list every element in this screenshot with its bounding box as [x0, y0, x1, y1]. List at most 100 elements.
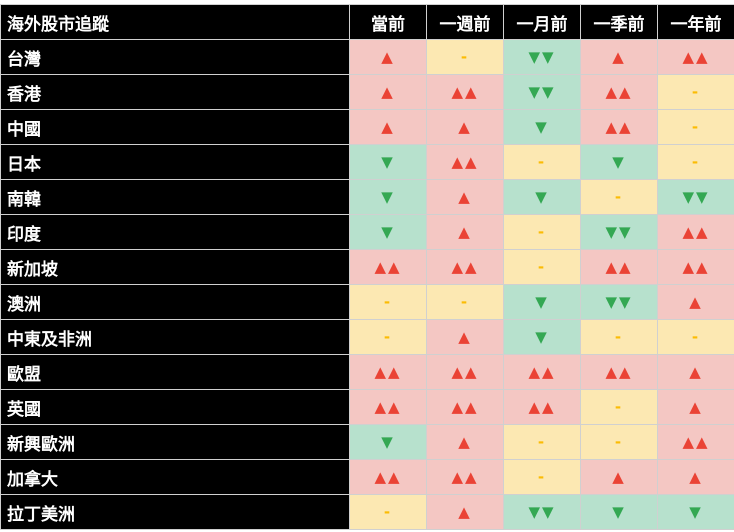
market-label: 澳洲 — [1, 285, 350, 320]
column-header-current: 當前 — [350, 5, 427, 40]
trend-up-icon: ▲▲ — [427, 390, 504, 425]
trend-up-icon: ▲▲ — [427, 355, 504, 390]
trend-up-icon: ▲ — [427, 110, 504, 145]
trend-up-icon: ▲▲ — [658, 250, 734, 285]
trend-up-icon: ▲▲ — [658, 40, 734, 75]
trend-down-icon: ▼▼ — [504, 495, 581, 530]
trend-flat-icon: - — [350, 320, 427, 355]
market-label: 印度 — [1, 215, 350, 250]
trend-flat-icon: - — [350, 285, 427, 320]
trend-up-icon: ▲ — [658, 355, 734, 390]
trend-flat-icon: - — [658, 320, 734, 355]
trend-down-icon: ▼ — [581, 145, 658, 180]
trend-down-icon: ▼ — [504, 180, 581, 215]
table-row: 新加坡▲▲▲▲-▲▲▲▲ — [1, 250, 734, 285]
trend-up-icon: ▲▲ — [504, 355, 581, 390]
trend-up-icon: ▲▲ — [427, 75, 504, 110]
market-label: 中國 — [1, 110, 350, 145]
trend-flat-icon: - — [504, 460, 581, 495]
market-label: 英國 — [1, 390, 350, 425]
table-row: 加拿大▲▲▲▲-▲▲ — [1, 460, 734, 495]
market-label: 新興歐洲 — [1, 425, 350, 460]
trend-up-icon: ▲ — [658, 390, 734, 425]
market-label: 新加坡 — [1, 250, 350, 285]
trend-down-icon: ▼▼ — [504, 40, 581, 75]
table-row: 日本▼▲▲-▼- — [1, 145, 734, 180]
trend-up-icon: ▲ — [427, 320, 504, 355]
trend-flat-icon: - — [350, 495, 427, 530]
market-label: 日本 — [1, 145, 350, 180]
market-label: 南韓 — [1, 180, 350, 215]
trend-up-icon: ▲▲ — [427, 460, 504, 495]
market-label: 歐盟 — [1, 355, 350, 390]
trend-up-icon: ▲▲ — [658, 425, 734, 460]
trend-down-icon: ▼ — [504, 110, 581, 145]
trend-up-icon: ▲ — [658, 285, 734, 320]
trend-up-icon: ▲▲ — [427, 250, 504, 285]
market-label: 加拿大 — [1, 460, 350, 495]
market-label: 中東及非洲 — [1, 320, 350, 355]
header-row: 海外股市追蹤 當前 一週前 一月前 一季前 一年前 — [1, 5, 734, 40]
table-row: 南韓▼▲▼-▼▼ — [1, 180, 734, 215]
table-row: 拉丁美洲-▲▼▼▼▼ — [1, 495, 734, 530]
trend-flat-icon: - — [581, 180, 658, 215]
trend-up-icon: ▲ — [350, 75, 427, 110]
trend-flat-icon: - — [504, 145, 581, 180]
table-row: 澳洲--▼▼▼▲ — [1, 285, 734, 320]
trend-up-icon: ▲▲ — [581, 250, 658, 285]
table-row: 歐盟▲▲▲▲▲▲▲▲▲ — [1, 355, 734, 390]
trend-up-icon: ▲ — [581, 40, 658, 75]
trend-flat-icon: - — [504, 425, 581, 460]
trend-up-icon: ▲ — [427, 495, 504, 530]
market-label: 拉丁美洲 — [1, 495, 350, 530]
table-row: 中東及非洲-▲▼-- — [1, 320, 734, 355]
table-row: 台灣▲-▼▼▲▲▲ — [1, 40, 734, 75]
trend-up-icon: ▲▲ — [658, 215, 734, 250]
trend-down-icon: ▼ — [350, 215, 427, 250]
trend-up-icon: ▲▲ — [504, 390, 581, 425]
trend-up-icon: ▲ — [427, 215, 504, 250]
column-header-week: 一週前 — [427, 5, 504, 40]
trend-down-icon: ▼ — [350, 145, 427, 180]
trend-up-icon: ▲▲ — [350, 355, 427, 390]
table-row: 香港▲▲▲▼▼▲▲- — [1, 75, 734, 110]
table-row: 印度▼▲-▼▼▲▲ — [1, 215, 734, 250]
trend-up-icon: ▲▲ — [350, 390, 427, 425]
trend-up-icon: ▲ — [658, 460, 734, 495]
market-tracker-table: 海外股市追蹤 當前 一週前 一月前 一季前 一年前 台灣▲-▼▼▲▲▲香港▲▲▲… — [0, 4, 734, 530]
trend-flat-icon: - — [504, 250, 581, 285]
trend-flat-icon: - — [658, 110, 734, 145]
trend-down-icon: ▼ — [504, 285, 581, 320]
trend-down-icon: ▼▼ — [581, 215, 658, 250]
trend-up-icon: ▲▲ — [581, 75, 658, 110]
trend-flat-icon: - — [658, 145, 734, 180]
trend-up-icon: ▲ — [427, 180, 504, 215]
trend-flat-icon: - — [504, 215, 581, 250]
trend-down-icon: ▼ — [658, 495, 734, 530]
trend-flat-icon: - — [427, 40, 504, 75]
column-header-quarter: 一季前 — [581, 5, 658, 40]
trend-up-icon: ▲▲ — [427, 145, 504, 180]
trend-up-icon: ▲▲ — [350, 250, 427, 285]
trend-flat-icon: - — [581, 425, 658, 460]
trend-down-icon: ▼ — [350, 425, 427, 460]
trend-up-icon: ▲ — [427, 425, 504, 460]
trend-down-icon: ▼ — [504, 320, 581, 355]
trend-down-icon: ▼▼ — [658, 180, 734, 215]
column-header-year: 一年前 — [658, 5, 734, 40]
trend-up-icon: ▲▲ — [581, 355, 658, 390]
table-row: 新興歐洲▼▲--▲▲ — [1, 425, 734, 460]
trend-flat-icon: - — [581, 390, 658, 425]
trend-up-icon: ▲ — [350, 40, 427, 75]
trend-down-icon: ▼▼ — [581, 285, 658, 320]
market-label: 香港 — [1, 75, 350, 110]
column-header-month: 一月前 — [504, 5, 581, 40]
trend-up-icon: ▲ — [581, 460, 658, 495]
trend-up-icon: ▲▲ — [350, 460, 427, 495]
table-row: 中國▲▲▼▲▲- — [1, 110, 734, 145]
trend-up-icon: ▲ — [350, 110, 427, 145]
trend-flat-icon: - — [581, 320, 658, 355]
market-label: 台灣 — [1, 40, 350, 75]
trend-flat-icon: - — [658, 75, 734, 110]
trend-flat-icon: - — [427, 285, 504, 320]
